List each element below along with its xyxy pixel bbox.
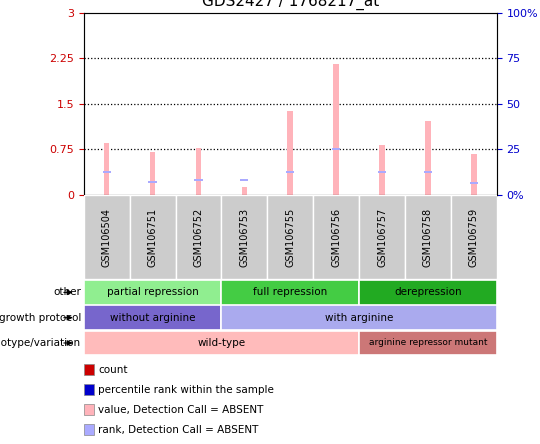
Bar [424, 171, 432, 173]
Text: genotype/variation: genotype/variation [0, 338, 81, 348]
Bar [451, 195, 497, 279]
Text: GSM106751: GSM106751 [147, 208, 158, 267]
Text: other: other [53, 287, 81, 297]
Bar [194, 178, 202, 181]
Text: count: count [98, 365, 127, 375]
Text: rank, Detection Call = ABSENT: rank, Detection Call = ABSENT [98, 424, 259, 435]
Bar [313, 195, 359, 279]
Text: GSM106504: GSM106504 [102, 208, 112, 266]
Bar [176, 195, 221, 279]
Text: value, Detection Call = ABSENT: value, Detection Call = ABSENT [98, 404, 264, 415]
Text: GSM106752: GSM106752 [193, 208, 204, 267]
Text: GSM106756: GSM106756 [331, 208, 341, 267]
Bar [405, 195, 451, 279]
Text: with arginine: with arginine [325, 313, 393, 323]
Bar [221, 305, 497, 330]
Bar [221, 280, 359, 305]
Bar [332, 148, 340, 151]
Text: GSM106755: GSM106755 [285, 208, 295, 267]
Bar [471, 154, 477, 195]
Bar [425, 121, 431, 195]
Text: GSM106759: GSM106759 [469, 208, 479, 267]
Text: GSM106757: GSM106757 [377, 208, 387, 267]
Bar [359, 280, 497, 305]
Text: growth protocol: growth protocol [0, 313, 81, 323]
Bar [103, 171, 111, 173]
Bar [84, 364, 94, 375]
Text: GSM106758: GSM106758 [423, 208, 433, 267]
Bar [195, 148, 201, 195]
Bar [84, 331, 359, 355]
Bar [359, 331, 497, 355]
Bar [470, 182, 478, 184]
Bar [241, 187, 247, 195]
Text: partial repression: partial repression [107, 287, 198, 297]
Bar [84, 280, 221, 305]
Text: arginine repressor mutant: arginine repressor mutant [369, 338, 487, 348]
Bar [84, 195, 130, 279]
Text: full repression: full repression [253, 287, 327, 297]
Text: GSM106753: GSM106753 [239, 208, 249, 267]
Bar [286, 171, 294, 173]
Bar [240, 178, 248, 181]
Bar [148, 181, 157, 182]
Bar [84, 384, 94, 395]
Bar [130, 195, 176, 279]
Bar [333, 64, 339, 195]
Bar [359, 195, 405, 279]
Bar [378, 171, 386, 173]
Text: wild-type: wild-type [197, 338, 246, 348]
Bar [221, 195, 267, 279]
Bar [84, 424, 94, 435]
Text: without arginine: without arginine [110, 313, 195, 323]
Bar [267, 195, 313, 279]
Text: derepression: derepression [394, 287, 462, 297]
Bar [379, 145, 385, 195]
Bar [104, 143, 110, 195]
Bar [150, 152, 156, 195]
Bar [287, 111, 293, 195]
Bar [84, 404, 94, 415]
Bar [84, 305, 221, 330]
Title: GDS2427 / 1768217_at: GDS2427 / 1768217_at [201, 0, 379, 10]
Text: percentile rank within the sample: percentile rank within the sample [98, 385, 274, 395]
